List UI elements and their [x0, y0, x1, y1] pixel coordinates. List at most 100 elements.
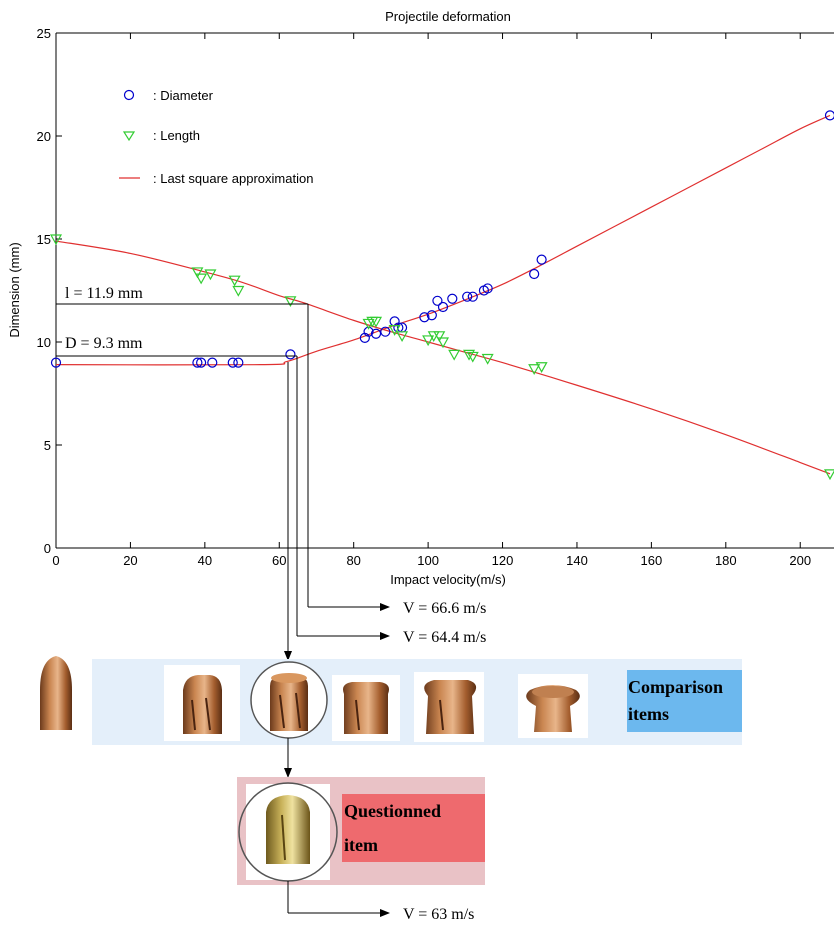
diameter-point — [426, 310, 437, 321]
y-tick-label: 20 — [37, 129, 51, 144]
length-point — [284, 296, 297, 308]
x-tick-label: 140 — [566, 553, 588, 568]
diameter-point — [50, 357, 62, 368]
photo-2-streak — [191, 699, 196, 731]
annotation-d-value: D = 9.3 mm — [65, 335, 143, 352]
diameter-point — [536, 254, 547, 265]
questioned-panel: Questionned item — [237, 777, 485, 885]
x-tick-label: 200 — [789, 553, 811, 568]
length-point — [204, 269, 217, 281]
photo-2-streak-b — [205, 697, 211, 731]
x-tick-label: 80 — [346, 553, 360, 568]
fit-line-diameter — [55, 114, 831, 366]
length-point — [228, 275, 241, 287]
y-tick-label: 15 — [37, 232, 51, 247]
projectile-photo-4 — [343, 682, 389, 734]
projectile-photo-6 — [526, 685, 580, 732]
legend-length-marker — [122, 131, 136, 142]
x-tick-label: 180 — [715, 553, 737, 568]
photo-3-streak — [279, 694, 285, 729]
diameter-point — [432, 295, 443, 306]
length-point — [232, 285, 245, 297]
diameter-point — [380, 326, 391, 337]
length-point — [481, 353, 494, 365]
x-tick-label: 0 — [52, 553, 59, 568]
questioned-label-box — [342, 794, 485, 862]
fit-lines — [55, 114, 831, 475]
questioned-projectile-photo — [266, 795, 310, 864]
diameter-point — [370, 328, 382, 339]
legend-diameter-label: : Diameter — [153, 88, 214, 103]
diameter-point — [824, 110, 834, 121]
length-point — [528, 364, 541, 376]
tick-labels: 0 20 40 60 80 100 120 140 160 180 200 0 5 10 15 20 25 — [37, 26, 812, 568]
diameter-point — [467, 291, 478, 302]
diameter-point — [529, 268, 540, 280]
diameter-point — [447, 293, 458, 304]
annotation-guides — [56, 303, 390, 661]
questioned-photo-streak — [281, 814, 286, 861]
x-tick-label: 60 — [272, 553, 286, 568]
length-point — [388, 325, 401, 336]
legend-diameter-marker — [123, 89, 135, 101]
diameter-point — [192, 357, 203, 368]
projectile-photo-5 — [424, 680, 477, 734]
annotation-l-value: l = 11.9 mm — [65, 285, 143, 302]
y-tick-label: 10 — [37, 335, 51, 350]
questioned-label-line1: Questionned — [344, 801, 441, 821]
y-tick-label: 5 — [44, 438, 51, 453]
diameter-point — [419, 312, 430, 323]
length-point — [195, 273, 208, 285]
length-point — [448, 349, 461, 361]
length-point — [466, 351, 479, 363]
axes — [55, 32, 834, 549]
diameter-point — [196, 357, 207, 368]
length-point — [436, 337, 450, 349]
diameter-point — [227, 357, 238, 368]
length-point — [463, 349, 476, 361]
y-axis-label: Dimension (mm) — [7, 242, 22, 337]
x-tick-label: 20 — [123, 553, 137, 568]
fit-line-length — [55, 240, 831, 475]
x-tick-label: 160 — [641, 553, 663, 568]
x-tick-label: 100 — [417, 553, 439, 568]
x-tick-label: 120 — [492, 553, 514, 568]
length-point — [433, 331, 446, 343]
length-point — [396, 331, 409, 343]
annotation-v64: V = 64.4 m/s — [403, 629, 486, 646]
y-tick-label: 25 — [37, 26, 51, 41]
diameter-point — [363, 326, 374, 337]
photo-6-top — [532, 686, 574, 698]
diameter-point — [437, 301, 449, 313]
diameter-point — [285, 349, 296, 360]
comparison-panel: Comparison items — [30, 655, 742, 745]
tick-marks — [55, 32, 801, 549]
annotation-v66: V = 66.6 m/s — [403, 600, 486, 617]
chart-title: Projectile deformation — [385, 9, 511, 24]
length-point — [49, 234, 63, 246]
questioned-label-line2: item — [344, 835, 378, 855]
legend: : Diameter : Length : Last square approx… — [119, 88, 313, 186]
annotation-v63: V = 63 m/s — [403, 906, 474, 923]
comparison-label-box — [627, 670, 742, 732]
photo-3-streak-b — [295, 692, 301, 729]
comparison-label-line1: Comparison — [628, 677, 723, 697]
y-tick-label: 0 — [44, 541, 51, 556]
length-point — [422, 335, 435, 347]
photo-5-streak — [439, 699, 444, 731]
photo-4-streak — [355, 699, 360, 731]
comparison-label-line2: items — [628, 704, 669, 724]
diameter-point — [233, 357, 244, 368]
length-point — [191, 267, 204, 279]
projectile-photo-2 — [183, 675, 222, 734]
length-point — [369, 316, 383, 328]
x-axis-label: Impact velocity(m/s) — [390, 572, 506, 587]
length-point — [823, 469, 834, 481]
x-tick-label: 40 — [198, 553, 212, 568]
diameter-point — [207, 357, 218, 368]
projectile-photo-undeformed — [40, 656, 72, 730]
photo-3-top — [271, 673, 307, 683]
diameter-point — [482, 283, 493, 294]
diameter-point — [462, 291, 473, 302]
